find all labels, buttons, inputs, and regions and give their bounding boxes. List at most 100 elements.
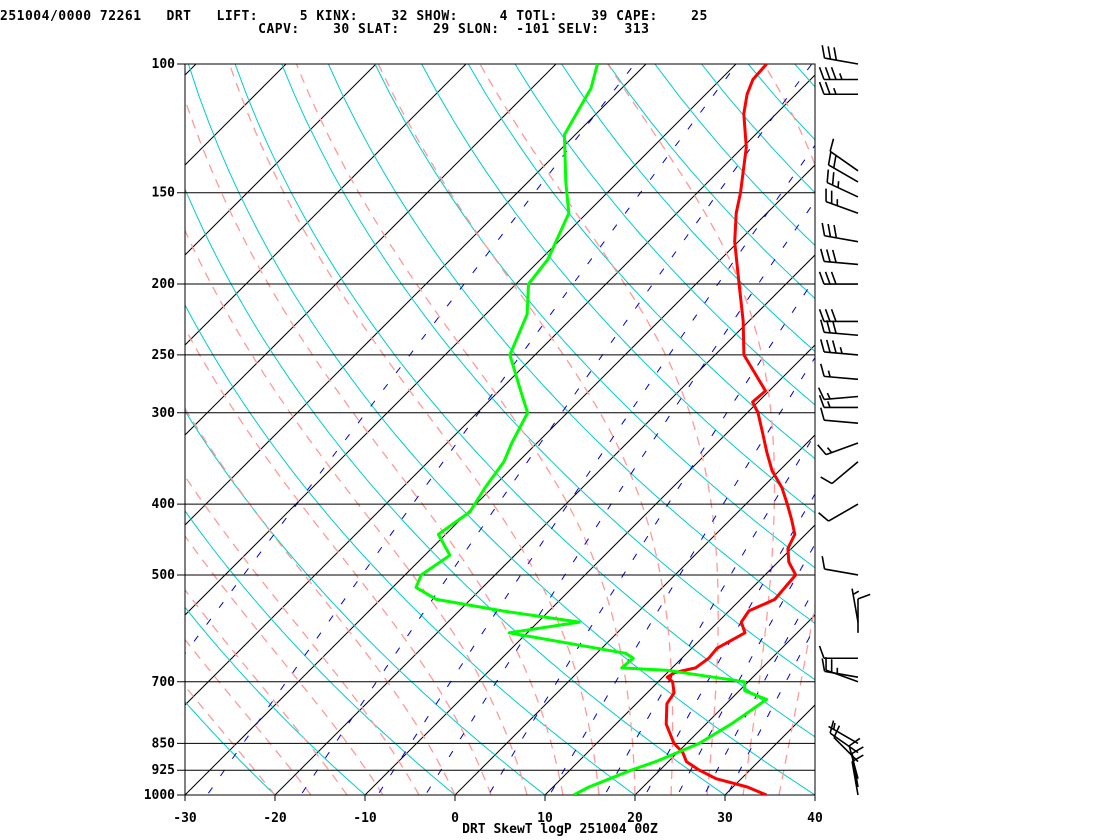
mixing-ratio-line [676,543,815,795]
isotherm-line [185,164,815,795]
dry-adiabat-line [185,187,726,795]
pressure-tick-label: 250 [152,348,176,363]
temperature-tick-label: -30 [173,811,197,826]
dry-adiabat-line [185,410,546,795]
temperature-tick-label: 0 [451,811,459,826]
wind-barb-staff [829,732,859,754]
wind-barb [817,387,859,401]
wind-barb [819,339,859,356]
wind-barb-feather [818,67,825,80]
wind-barb [821,658,859,678]
mixing-ratio-line [726,626,815,795]
isotherm-line [185,64,647,526]
dry-adiabat-line [185,606,366,795]
wind-barb [819,248,859,266]
wind-barb-feather [829,720,835,734]
wind-barb-feather [827,46,832,60]
moist-adiabat-line [185,685,276,795]
isotherm-line [890,31,1120,811]
wind-barb-feather [826,392,831,400]
pressure-tick-label: 100 [152,57,176,72]
isotherm-line [814,794,815,795]
isotherm-line [185,64,467,346]
wind-barb-feather [827,401,831,408]
isotherm-line [185,64,737,616]
pressure-tick-labels: 100 150 200 250 300 400 500 700 850 925 1000 [144,57,175,803]
dry-adiabat-line [903,31,1120,811]
wind-barb [825,657,859,683]
wind-barb-staff [824,670,859,678]
mixing-ratio-line [487,277,815,795]
isotherm-line [364,344,815,795]
wind-barb [829,720,859,754]
moist-adiabat-line [185,327,492,795]
pressure-tick-label: 500 [152,568,176,583]
plot-frame [184,63,816,796]
dry-adiabat-line [858,31,1120,811]
wind-barb [829,138,859,172]
wind-barb [818,394,858,409]
wind-barb-feather [819,319,825,333]
mixing-ratio-line [604,433,815,795]
wind-barb-staff [824,331,859,337]
wind-barb-staff [825,200,859,214]
dry-adiabat-line [747,64,815,141]
wind-barb [821,222,859,243]
wind-barb-feather [827,370,831,378]
wind-barb-feather [825,339,831,353]
wind-barb-feather [830,308,837,322]
wind-barb-staff [851,761,859,796]
moist-adiabat-line [185,535,384,795]
moist-adiabat-line [377,64,674,795]
isotherm-line [185,64,377,256]
wind-barb-feather [830,271,837,285]
wind-barb [857,593,871,633]
wind-barb-staff [824,260,859,266]
isotherm-line [0,31,139,811]
wind-barb [821,45,859,65]
wind-barb-feather [824,67,831,80]
wind-barb-feather [831,320,837,334]
temperature-tick-label: 40 [807,811,823,826]
wind-barb [819,319,859,337]
wind-barb [821,556,859,576]
plot-border [184,63,816,796]
wind-barb-feather [832,722,836,730]
wind-barb-feather [824,308,831,322]
moist-adiabat-line [228,64,600,795]
wind-barb-staff [831,461,859,485]
isotherm-line [634,614,815,795]
wind-barb-feather [825,249,831,263]
dry-adiabat-line [185,700,276,795]
wind-barbs [817,45,871,796]
moist-adiabat-line [185,407,456,795]
dewpoint-profile-line [414,64,769,795]
wind-barb-feather [817,444,827,456]
header-line-1: 251004/0000 72261 DRT LIFT: 5 KINX: 32 S… [0,9,708,24]
wind-barb-feather [833,87,837,95]
wind-barb-feather [820,476,833,485]
wind-barb-feather [830,67,837,80]
header-line-2: CAPV: 30 SLAT: 29 SLON: -101 SELV: 313 [0,22,650,37]
wind-barb-feather [839,347,843,354]
moist-adiabat-line [185,475,420,795]
chart-title: DRT SkewT logP 251004 00Z [462,822,658,837]
isotherm-line [185,74,815,706]
wind-barb [826,169,859,198]
dry-adiabat-line [327,64,815,625]
wind-barb-staff [829,150,859,172]
wind-barb-feather [818,308,825,322]
wind-barb-feather [833,224,838,238]
wind-barb [818,81,858,96]
wind-barb-feather [818,645,825,659]
dry-adiabat-line [185,510,456,795]
wind-barb-staff [824,419,859,424]
wind-barb [825,188,859,214]
wind-barb-feather [831,340,837,354]
wind-barb-staff [824,375,859,381]
wind-barb-feather [826,169,830,183]
wind-barb-feather [827,152,832,166]
wind-barb-feather [821,45,826,59]
wind-barb-feather [832,155,837,169]
